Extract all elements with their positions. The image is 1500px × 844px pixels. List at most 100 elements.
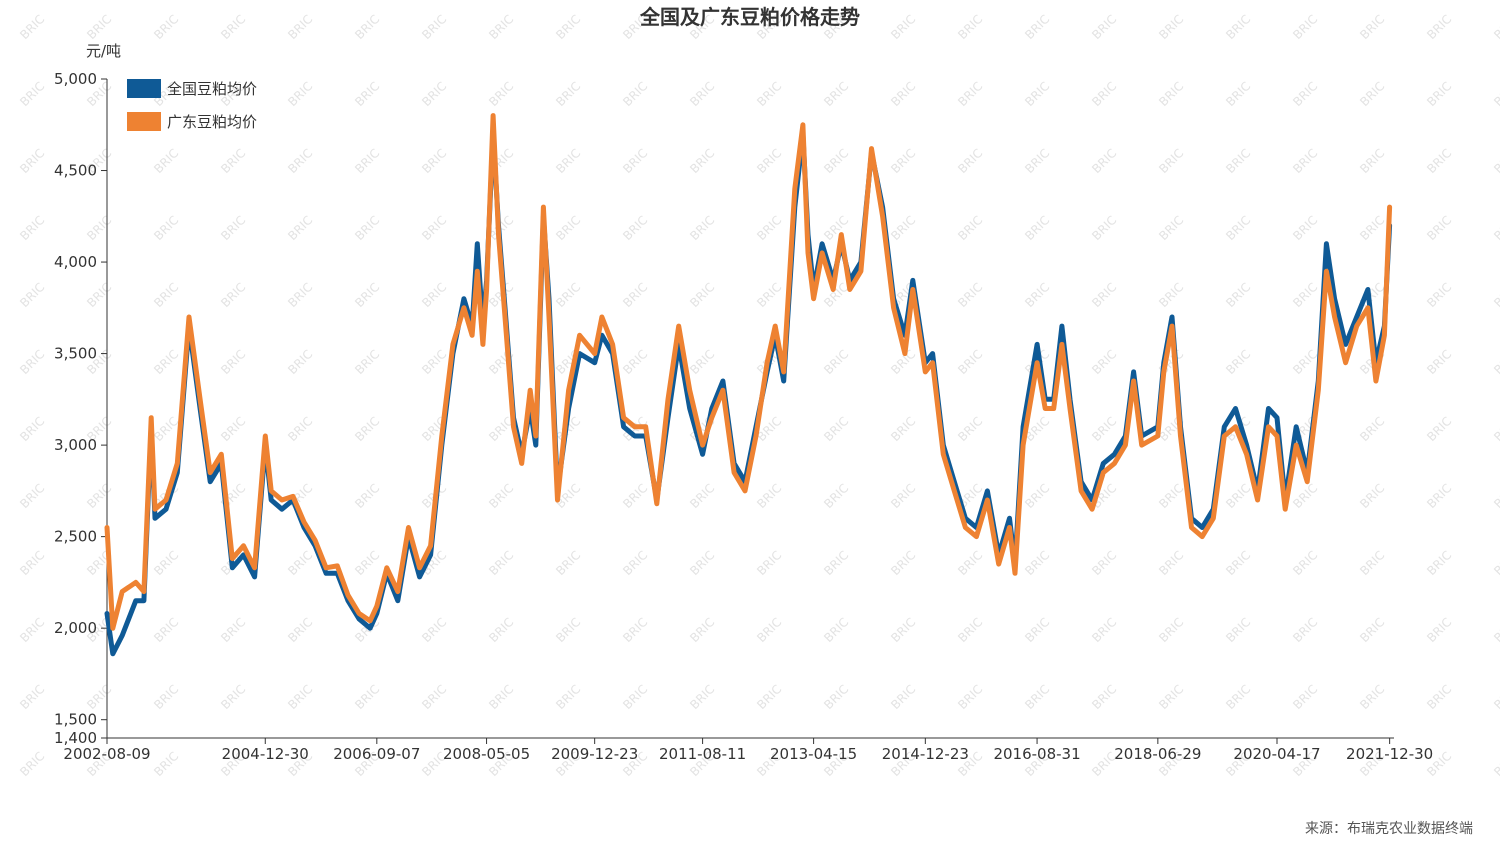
watermark-text: BRIC bbox=[486, 615, 516, 645]
watermark-text: BRIC bbox=[1156, 481, 1186, 511]
watermark-text: BRIC bbox=[1089, 414, 1119, 444]
watermark-text: BRIC bbox=[1424, 213, 1454, 243]
watermark-text: BRIC bbox=[17, 79, 47, 109]
watermark-text: BRIC bbox=[1290, 548, 1320, 578]
series-line-national bbox=[104, 131, 1393, 657]
watermark-text: BRIC bbox=[1357, 146, 1387, 176]
watermark-text: BRIC bbox=[754, 548, 784, 578]
watermark-text: BRIC bbox=[352, 414, 382, 444]
watermark-text: BRIC bbox=[1022, 12, 1052, 42]
legend-swatch-guangdong bbox=[127, 112, 161, 131]
watermark-text: BRIC bbox=[218, 347, 248, 377]
watermark-text: BRIC bbox=[1491, 213, 1500, 243]
watermark-text: BRIC bbox=[821, 347, 851, 377]
watermark-text: BRIC bbox=[486, 12, 516, 42]
watermark-text: BRIC bbox=[1223, 146, 1253, 176]
watermark-text: BRIC bbox=[1089, 213, 1119, 243]
watermark-text: BRIC bbox=[553, 213, 583, 243]
watermark-text: BRIC bbox=[1491, 146, 1500, 176]
watermark-text: BRIC bbox=[888, 12, 918, 42]
y-tick-label: 1,500 bbox=[54, 711, 97, 729]
watermark-text: BRIC bbox=[84, 213, 114, 243]
chart-title: 全国及广东豆粕价格走势 bbox=[639, 5, 860, 29]
watermark-text: BRIC bbox=[486, 548, 516, 578]
watermark-text: BRIC bbox=[285, 213, 315, 243]
watermark-text: BRIC bbox=[1357, 682, 1387, 712]
watermark-text: BRIC bbox=[1022, 615, 1052, 645]
watermark-text: BRIC bbox=[1290, 280, 1320, 310]
watermark-text: BRIC bbox=[285, 414, 315, 444]
watermark-text: BRIC bbox=[151, 682, 181, 712]
watermark-text: BRIC bbox=[955, 213, 985, 243]
watermark-text: BRIC bbox=[553, 682, 583, 712]
watermark-text: BRIC bbox=[1089, 682, 1119, 712]
watermark-text: BRIC bbox=[151, 12, 181, 42]
watermark-text: BRIC bbox=[1491, 280, 1500, 310]
y-tick-label: 4,000 bbox=[54, 253, 97, 271]
x-tick-label: 2002-08-09 bbox=[63, 745, 150, 763]
watermark-text: BRIC bbox=[1156, 280, 1186, 310]
watermark-text: BRIC bbox=[17, 481, 47, 511]
watermark-text: BRIC bbox=[888, 146, 918, 176]
watermark-text: BRIC bbox=[1290, 682, 1320, 712]
watermark-text: BRIC bbox=[151, 347, 181, 377]
watermark-text: BRIC bbox=[1223, 548, 1253, 578]
watermark-text: BRIC bbox=[620, 481, 650, 511]
x-tick-label: 2020-04-17 bbox=[1233, 745, 1320, 763]
watermark-text: BRIC bbox=[1156, 548, 1186, 578]
watermark-text: BRIC bbox=[1022, 481, 1052, 511]
watermark-text: BRIC bbox=[821, 414, 851, 444]
watermark-text: BRIC bbox=[888, 414, 918, 444]
legend: 全国豆粕均价 广东豆粕均价 bbox=[127, 79, 257, 131]
x-tick-label: 2008-05-05 bbox=[443, 745, 530, 763]
watermark-text: BRIC bbox=[1223, 481, 1253, 511]
watermark-text: BRIC bbox=[1089, 79, 1119, 109]
watermark-text: BRIC bbox=[620, 146, 650, 176]
watermark-text: BRIC bbox=[1357, 481, 1387, 511]
y-tick-label: 4,500 bbox=[54, 162, 97, 180]
watermark-text: BRIC bbox=[419, 615, 449, 645]
watermark-text: BRIC bbox=[218, 682, 248, 712]
watermark-text: BRIC bbox=[1156, 79, 1186, 109]
watermark-text: BRIC bbox=[1290, 481, 1320, 511]
watermark-text: BRIC bbox=[620, 615, 650, 645]
y-tick-label: 5,000 bbox=[54, 70, 97, 88]
watermark-text: BRIC bbox=[285, 79, 315, 109]
watermark-text: BRIC bbox=[352, 146, 382, 176]
watermark-text: BRIC bbox=[687, 280, 717, 310]
watermark-text: BRIC bbox=[1290, 79, 1320, 109]
watermark-text: BRIC bbox=[620, 280, 650, 310]
watermark-text: BRIC bbox=[1491, 548, 1500, 578]
watermark-text: BRIC bbox=[1223, 615, 1253, 645]
x-tick-label: 2004-12-30 bbox=[222, 745, 309, 763]
watermark-text: BRIC bbox=[1491, 682, 1500, 712]
watermark-text: BRIC bbox=[955, 347, 985, 377]
watermark-text: BRIC bbox=[1223, 280, 1253, 310]
watermark-text: BRIC bbox=[1424, 682, 1454, 712]
watermark-text: BRIC bbox=[955, 615, 985, 645]
watermark-text: BRIC bbox=[352, 481, 382, 511]
watermark-text: BRIC bbox=[1223, 682, 1253, 712]
y-tick-label: 2,500 bbox=[54, 528, 97, 546]
watermark-text: BRIC bbox=[1424, 414, 1454, 444]
watermark-text: BRIC bbox=[486, 79, 516, 109]
watermark-text: BRIC bbox=[1156, 213, 1186, 243]
watermark-text: BRIC bbox=[17, 213, 47, 243]
watermark-text: BRIC bbox=[1491, 481, 1500, 511]
watermark-text: BRIC bbox=[821, 481, 851, 511]
watermark-text: BRIC bbox=[352, 682, 382, 712]
watermark-text: BRIC bbox=[754, 280, 784, 310]
watermark-text: BRIC bbox=[888, 213, 918, 243]
watermark-text: BRIC bbox=[419, 682, 449, 712]
legend-label-national: 全国豆粕均价 bbox=[167, 80, 257, 98]
watermark-text: BRIC bbox=[553, 280, 583, 310]
watermark-text: BRIC bbox=[151, 280, 181, 310]
watermark-text: BRIC bbox=[1022, 146, 1052, 176]
watermark-text: BRIC bbox=[754, 79, 784, 109]
x-tick-label: 2018-06-29 bbox=[1114, 745, 1201, 763]
watermark-text: BRIC bbox=[687, 481, 717, 511]
watermark-text: BRIC bbox=[1022, 682, 1052, 712]
watermark-text: BRIC bbox=[17, 146, 47, 176]
watermark-text: BRIC bbox=[955, 414, 985, 444]
watermark-text: BRIC bbox=[687, 548, 717, 578]
